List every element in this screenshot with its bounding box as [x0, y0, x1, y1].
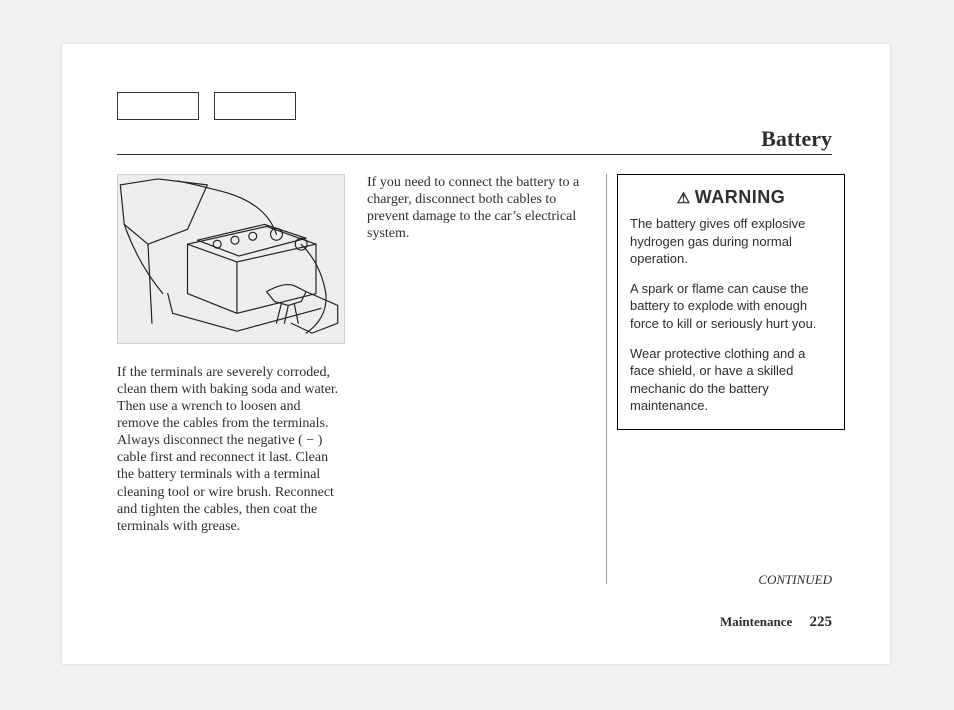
column-3: WARNING The battery gives off explosive … — [617, 174, 845, 430]
warning-paragraph-2: A spark or flame can cause the battery t… — [630, 280, 832, 333]
column-1: If the terminals are severely cor­roded,… — [117, 174, 345, 535]
warning-heading: WARNING — [630, 185, 832, 209]
column-separator — [606, 174, 607, 584]
column-2-paragraph: If you need to connect the battery to a … — [367, 174, 595, 242]
column-2: If you need to connect the battery to a … — [367, 174, 595, 242]
warning-paragraph-3: Wear protective clothing and a face shie… — [630, 345, 832, 415]
battery-illustration — [117, 174, 345, 344]
page-footer: Maintenance 225 — [720, 614, 832, 631]
header-box-1 — [117, 92, 199, 120]
manual-page: Battery — [62, 44, 890, 664]
footer-section: Maintenance — [720, 614, 792, 629]
battery-line-art — [118, 175, 344, 343]
header-box-2 — [214, 92, 296, 120]
warning-paragraph-1: The battery gives off explosive hydrogen… — [630, 215, 832, 268]
page-title: Battery — [761, 126, 832, 152]
column-1-paragraph: If the terminals are severely cor­roded,… — [117, 364, 345, 535]
warning-box: WARNING The battery gives off explosive … — [617, 174, 845, 430]
footer-page-number: 225 — [810, 614, 833, 630]
title-underline — [117, 154, 832, 155]
continued-label: CONTINUED — [758, 572, 832, 588]
